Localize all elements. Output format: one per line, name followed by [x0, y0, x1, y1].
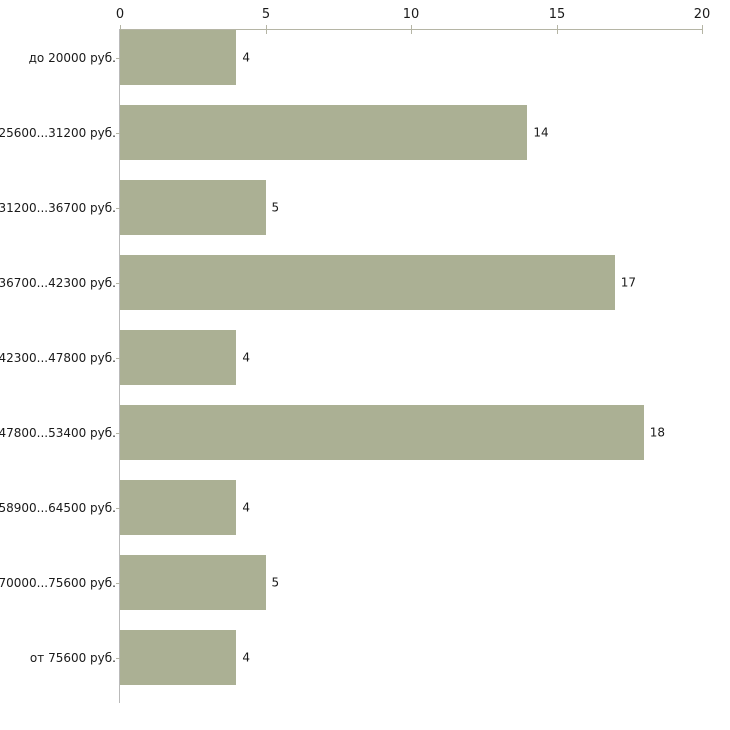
bar[interactable]	[120, 480, 237, 535]
x-tick-label: 5	[261, 7, 271, 22]
bar-value-label: 5	[271, 200, 280, 215]
y-tick-mark	[116, 133, 121, 134]
bar-value-label: 18	[649, 425, 666, 440]
bar-value-label: 14	[533, 125, 549, 140]
bar-value-label: 5	[271, 575, 280, 590]
bar[interactable]	[120, 630, 237, 685]
y-tick-mark	[116, 508, 121, 509]
bar[interactable]	[120, 555, 266, 610]
bar[interactable]	[120, 405, 644, 460]
y-tick-mark	[116, 208, 121, 209]
bar[interactable]	[120, 330, 237, 385]
category-label: 47800...53400 руб.	[0, 426, 116, 440]
bar[interactable]	[120, 105, 528, 160]
x-tick-mark	[557, 25, 558, 34]
bar[interactable]	[120, 255, 615, 310]
y-tick-mark	[116, 658, 121, 659]
x-tick-mark	[266, 25, 267, 34]
category-label: 58900...64500 руб.	[0, 501, 116, 515]
x-tick-mark	[702, 25, 703, 34]
category-label: 25600...31200 руб.	[0, 126, 116, 140]
bar-value-label: 17	[620, 275, 636, 290]
bar-value-label: 4	[242, 500, 251, 515]
category-label: 70000...75600 руб.	[0, 576, 116, 590]
bar-value-label: 4	[242, 50, 251, 65]
x-tick-mark	[120, 25, 121, 34]
bar[interactable]	[120, 180, 266, 235]
y-tick-mark	[116, 358, 121, 359]
x-tick-label: 20	[693, 7, 711, 22]
y-tick-mark	[116, 58, 121, 59]
category-label: 31200...36700 руб.	[0, 201, 116, 215]
bar-value-label: 4	[242, 350, 251, 365]
x-tick-label: 15	[548, 7, 566, 22]
x-tick-label: 10	[402, 7, 420, 22]
y-tick-mark	[116, 433, 121, 434]
x-tick-mark	[411, 25, 412, 34]
y-tick-mark	[116, 583, 121, 584]
bar-value-label: 4	[242, 650, 251, 665]
y-tick-mark	[116, 283, 121, 284]
y-axis-line	[119, 29, 120, 703]
category-label: 42300...47800 руб.	[0, 351, 116, 365]
category-label: до 20000 руб.	[28, 51, 116, 65]
x-tick-label: 0	[115, 7, 125, 22]
category-label: от 75600 руб.	[29, 651, 116, 665]
bar[interactable]	[120, 30, 237, 85]
category-label: 36700...42300 руб.	[0, 276, 116, 290]
